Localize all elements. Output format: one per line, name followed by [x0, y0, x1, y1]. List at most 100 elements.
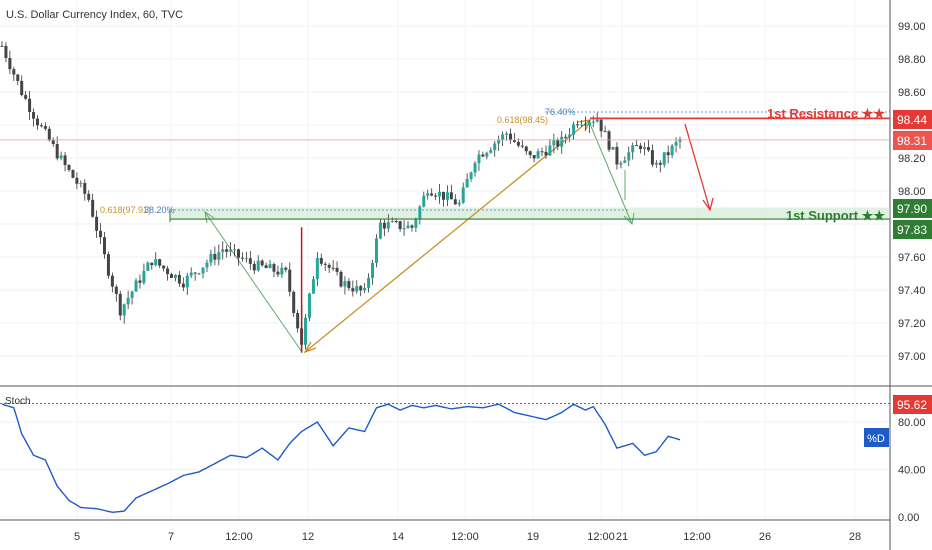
candle-body [461, 187, 465, 203]
candle-body [363, 287, 367, 291]
candle-body [233, 249, 237, 251]
candle-body [497, 139, 501, 144]
candle-body [371, 262, 375, 278]
candle-body [327, 264, 331, 268]
candle-body [418, 206, 422, 220]
candle-body [280, 267, 284, 275]
candle-body [260, 260, 264, 266]
candle-body [83, 182, 87, 194]
candle-body [197, 273, 201, 275]
last-price-badge-bg [893, 131, 932, 150]
candle-body [374, 238, 378, 263]
candle-body [126, 297, 130, 305]
candle-body [150, 262, 154, 266]
candle-body [95, 216, 99, 231]
grid-lines [0, 0, 890, 520]
stoch-d-badge-bg [864, 428, 889, 447]
candle-body [611, 146, 615, 150]
candle-body [536, 151, 540, 159]
fib-label-4: 76.40% [545, 107, 576, 117]
candle-body [540, 151, 544, 153]
swing-arrow-down-2 [589, 123, 633, 225]
candle-body [469, 172, 473, 180]
candle-body [449, 192, 453, 200]
candle-body [47, 128, 51, 141]
candle-body [489, 150, 493, 153]
support-badge-bg [893, 199, 932, 218]
candle-body [32, 112, 36, 119]
candle-body [635, 145, 639, 147]
candle-body [615, 146, 619, 165]
candle-body [650, 150, 654, 165]
candle-body [465, 179, 469, 188]
candle-body [532, 155, 536, 159]
candle-body [252, 263, 256, 271]
candle-body [576, 124, 580, 126]
candle-body [579, 124, 583, 126]
candle-body [398, 221, 402, 230]
candle-body [12, 69, 16, 75]
candle-body [284, 267, 288, 270]
candle-body [91, 199, 95, 217]
candle-body [512, 140, 516, 142]
candle-body [189, 272, 193, 276]
candle-body [670, 145, 674, 156]
candle-body [311, 279, 315, 294]
candle-body [359, 286, 363, 291]
price-tick-label: 97.00 [898, 351, 926, 363]
candle-body [453, 199, 457, 205]
candle-body [24, 95, 28, 99]
time-tick-label: 12 [302, 531, 314, 543]
candle-body [138, 280, 142, 283]
candle-body [237, 249, 241, 258]
candle-body [315, 258, 319, 280]
candle-body [516, 141, 520, 146]
stoch-tick-label: 0.00 [898, 512, 919, 524]
candle-body [8, 57, 12, 70]
fib-arrowhead-low [303, 341, 317, 354]
candle-body [146, 262, 150, 271]
candle-body [130, 291, 134, 298]
swing-arrow-down-1 [204, 211, 303, 353]
projection-arrow [684, 123, 711, 211]
stoch-title: Stoch [5, 396, 31, 407]
candle-body [643, 147, 647, 150]
candle-body [158, 259, 162, 266]
candle-body [572, 124, 576, 135]
candle-body [485, 152, 489, 157]
candle-body [173, 274, 177, 278]
candle-body [367, 277, 371, 288]
candle-body [142, 270, 146, 283]
candle-body [556, 140, 560, 147]
candle-body [185, 275, 189, 288]
candle-body [71, 169, 75, 178]
fib-label-2: 38.20% [144, 205, 175, 215]
candle-body [122, 304, 126, 316]
candle-body [343, 281, 347, 287]
stoch-level-badge-bg [893, 395, 932, 414]
candle-body [509, 133, 512, 141]
stoch-tick-label: 80.00 [898, 417, 926, 429]
time-tick-label: 12:00 [587, 531, 615, 543]
resistance-badge-bg [893, 110, 932, 129]
candle-body [378, 222, 382, 239]
candle-body [406, 225, 410, 229]
time-tick-label: 14 [392, 531, 404, 543]
stoch-d-line [1, 403, 681, 514]
candle-body [240, 257, 244, 259]
candle-body [110, 275, 114, 287]
candle-body [134, 280, 138, 292]
candle-body [560, 136, 564, 147]
candle-body [51, 140, 55, 145]
candle-body [229, 249, 233, 252]
candle-body [666, 152, 670, 156]
candle-body [39, 125, 43, 127]
candle-body [181, 283, 185, 288]
candle-body [390, 221, 394, 223]
candle-body [20, 80, 24, 96]
candle-body [520, 145, 524, 147]
candle-body [603, 131, 607, 133]
candle-body [631, 145, 635, 153]
candle-body [544, 151, 548, 156]
